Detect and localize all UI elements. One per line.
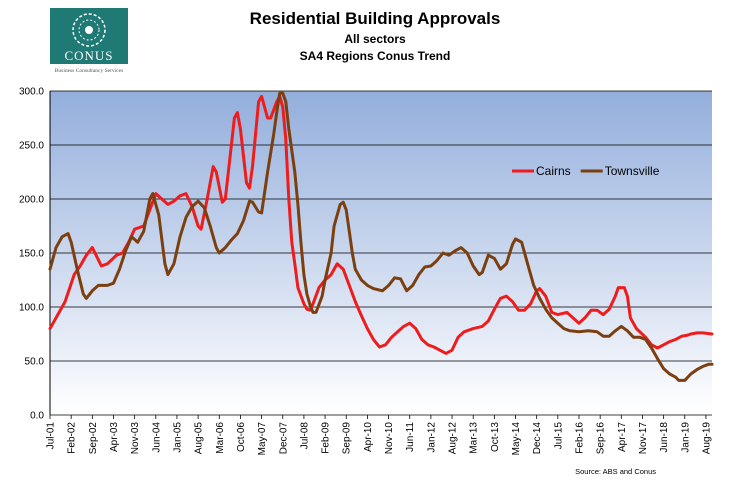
legend: Cairns Townsville [512, 164, 660, 178]
conus-logo: CONUS Business Consultancy Services [50, 8, 128, 78]
x-tick-label: Sep-09 [342, 422, 353, 455]
x-tick-label: Oct-06 [236, 422, 247, 452]
chart-subtitle-2: SA4 Regions Conus Trend [299, 49, 451, 63]
x-tick-label: Aug-12 [448, 422, 459, 455]
logo-tagline: Business Consultancy Services [54, 68, 124, 74]
series-line-cairns [48, 94, 714, 355]
x-tick-label: Dec-07 [278, 422, 289, 455]
y-tick-label: 150.0 [19, 249, 44, 260]
x-tick-label: Aug-19 [701, 422, 712, 455]
x-tick-label: Apr-17 [617, 422, 628, 452]
series-line-townsville [48, 91, 714, 382]
x-tick-label: Jun-11 [405, 422, 416, 452]
x-tick-label: Jun-18 [659, 422, 670, 453]
x-tick-label: Nov-10 [384, 422, 395, 455]
y-tick-label: 300.0 [19, 87, 44, 98]
logo-emblem [50, 8, 128, 64]
x-tick-label: Apr-03 [109, 422, 120, 452]
x-tick-label: Nov-03 [130, 422, 141, 455]
x-tick-label: Feb-16 [574, 422, 585, 454]
x-tick-label: Oct-13 [490, 422, 501, 452]
y-tick-label: 100.0 [19, 303, 44, 314]
x-axis: Jul-01 Feb-02 Sep-02 Apr-03 Nov-03 Jun-04 Jan-… [46, 415, 712, 456]
x-tick-label: Jul-08 [299, 422, 310, 450]
y-axis: 0.0 50.0 100.0 150.0 200.0 250.0 300.0 [19, 87, 51, 422]
y-tick-label: 50.0 [25, 357, 45, 368]
chart-title: Residential Building Approvals [249, 9, 501, 28]
x-tick-label: Jan-05 [172, 422, 183, 453]
x-tick-label: Jul-15 [553, 422, 564, 450]
legend-label-cairns: Cairns [536, 164, 571, 178]
y-tick-label: 200.0 [19, 195, 44, 206]
logo-pattern-icon [72, 13, 106, 47]
source-note: Source: ABS and Conus [575, 467, 656, 476]
x-tick-label: Feb-09 [321, 422, 332, 454]
y-tick-label: 250.0 [19, 141, 44, 152]
chart-subtitle-1: All sectors [344, 32, 406, 46]
x-tick-label: Feb-02 [67, 422, 78, 454]
x-tick-label: Jun-04 [151, 422, 162, 453]
x-tick-label: Mar-06 [215, 422, 226, 454]
gridlines [50, 90, 712, 416]
series-group [48, 91, 714, 382]
chart-titles: Residential Building Approvals All secto… [160, 8, 590, 64]
x-tick-label: Mar-13 [469, 422, 480, 454]
x-tick-label: Jul-01 [46, 422, 57, 450]
logo-word: CONUS [64, 48, 114, 63]
x-tick-label: Apr-10 [363, 422, 374, 452]
x-tick-label: Jan-19 [680, 422, 691, 453]
legend-label-townsville: Townsville [605, 164, 660, 178]
x-tick-label: Jan-12 [426, 422, 437, 453]
x-tick-label: Sep-16 [596, 422, 607, 455]
x-tick-label: Nov-17 [638, 422, 649, 455]
x-tick-label: Dec-14 [532, 422, 543, 455]
x-tick-label: May-14 [511, 422, 522, 456]
y-tick-label: 0.0 [30, 411, 44, 422]
x-tick-label: Sep-02 [88, 422, 99, 455]
x-tick-label: May-07 [257, 422, 268, 456]
x-tick-label: Aug-05 [194, 422, 205, 455]
